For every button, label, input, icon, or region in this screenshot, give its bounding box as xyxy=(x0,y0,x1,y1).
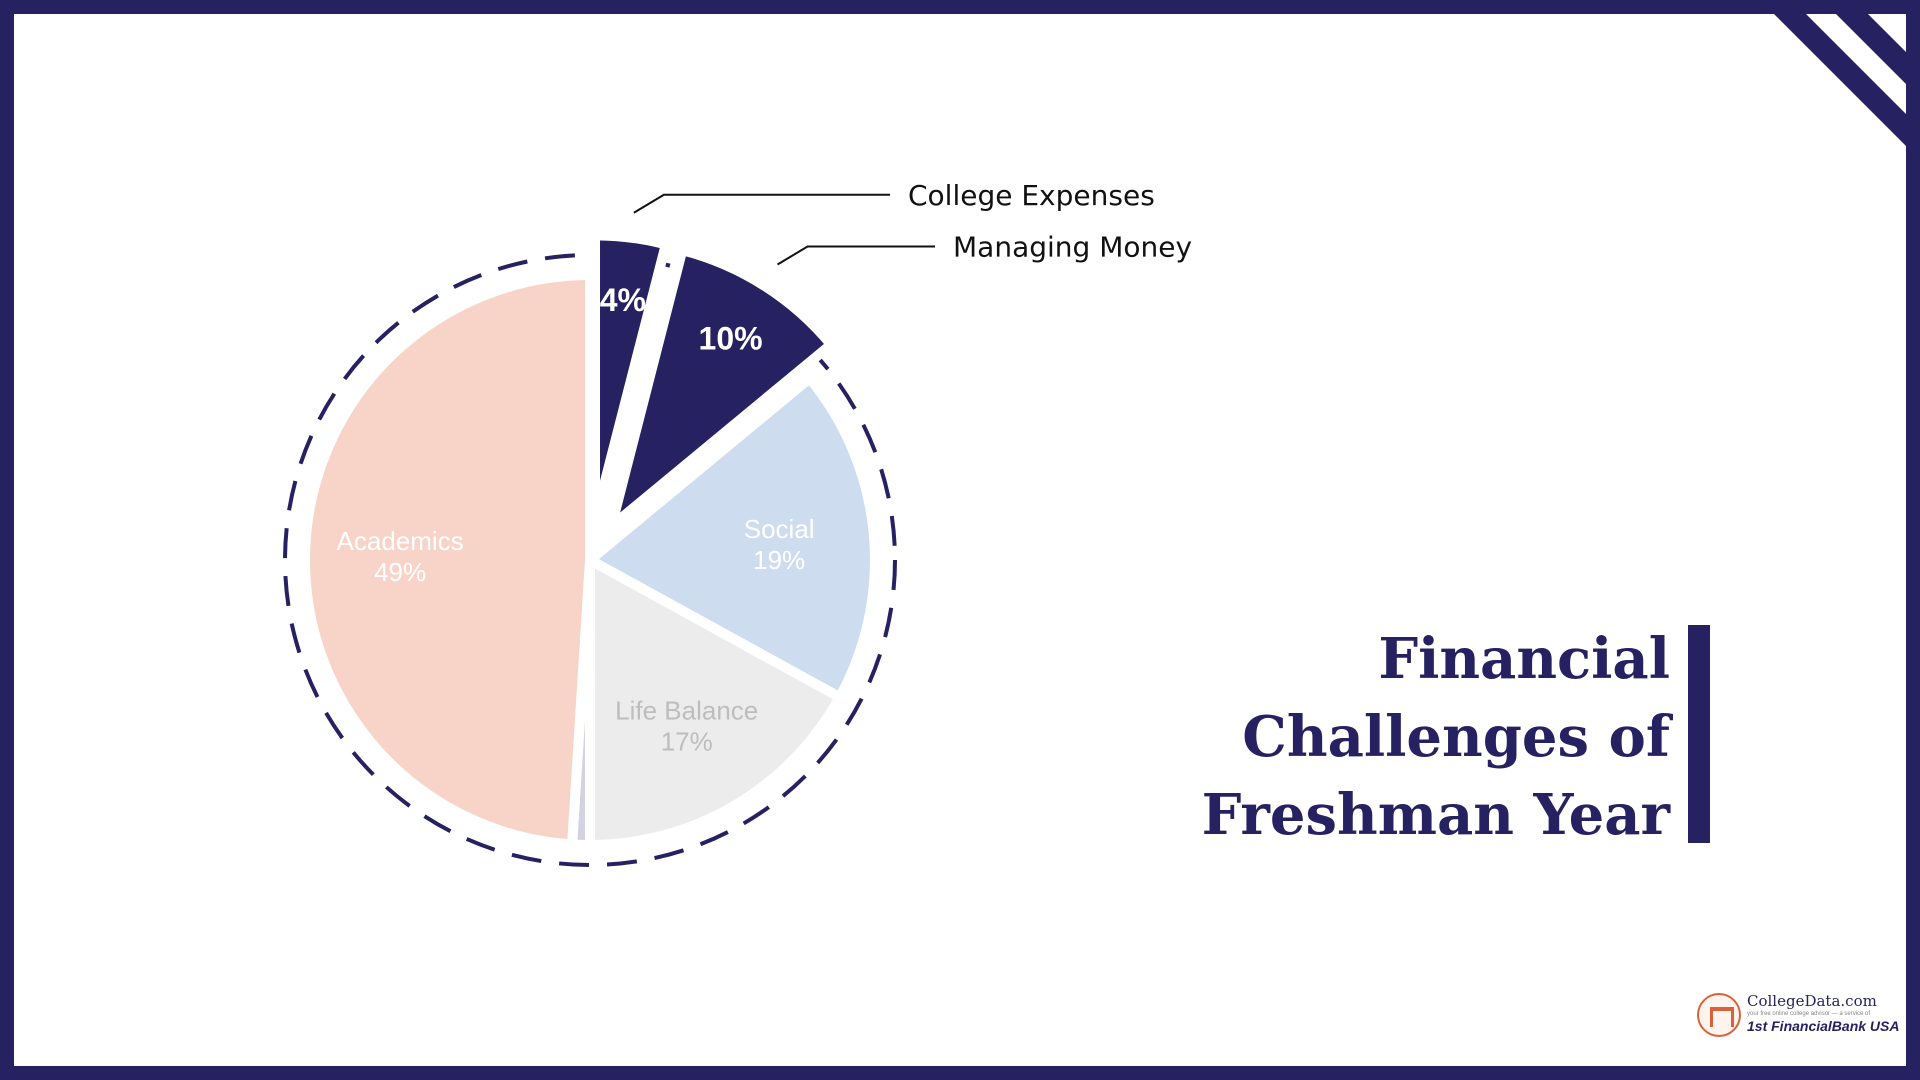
pie-label-value-managing-money: 10% xyxy=(699,321,763,357)
logo-tagline: your free online college advisor — a ser… xyxy=(1747,1011,1871,1017)
columns-emblem-icon xyxy=(1697,993,1741,1037)
corner-stripes-decoration xyxy=(1760,0,1920,160)
pie-label-value-life-balance: 17% xyxy=(661,727,713,757)
pie-label-name-life-balance: Life Balance xyxy=(615,696,758,726)
pie-slice-managing-money xyxy=(602,244,839,540)
pie-label-value-social: 19% xyxy=(753,545,805,575)
callout-line-college-expenses xyxy=(633,193,890,214)
pie-label-value-academics: 49% xyxy=(374,557,426,587)
logo-name: CollegeData.com xyxy=(1747,992,1877,1010)
pie-slice-college-expenses xyxy=(590,230,672,522)
title-line-3: Freshman Year xyxy=(1201,782,1670,848)
logo-bank-name: 1st FinancialBank USA xyxy=(1747,1018,1900,1034)
pie-label-name-academics: Academics xyxy=(337,526,464,556)
title-line-1: Financial xyxy=(1378,626,1670,692)
pie-slice-life-balance xyxy=(585,551,847,851)
pie-label-name-social: Social xyxy=(744,514,815,544)
callout-line-managing-money xyxy=(777,245,935,266)
chart-title: Financial Challenges of Freshman Year xyxy=(1110,620,1670,854)
title-accent-bar xyxy=(1688,625,1710,843)
pie-label-value-college-expenses: 4% xyxy=(600,282,646,318)
callout-label-managing-money: Managing Money xyxy=(953,230,1192,263)
callout-label-college-expenses: College Expenses xyxy=(908,179,1155,212)
title-line-2: Challenges of xyxy=(1242,704,1670,770)
pie-dashed-outline xyxy=(283,253,897,867)
collegedata-logo: CollegeData.com your free online college… xyxy=(1697,990,1900,1040)
pie-slice-academics xyxy=(300,269,595,850)
pie-slice-social xyxy=(581,371,880,705)
